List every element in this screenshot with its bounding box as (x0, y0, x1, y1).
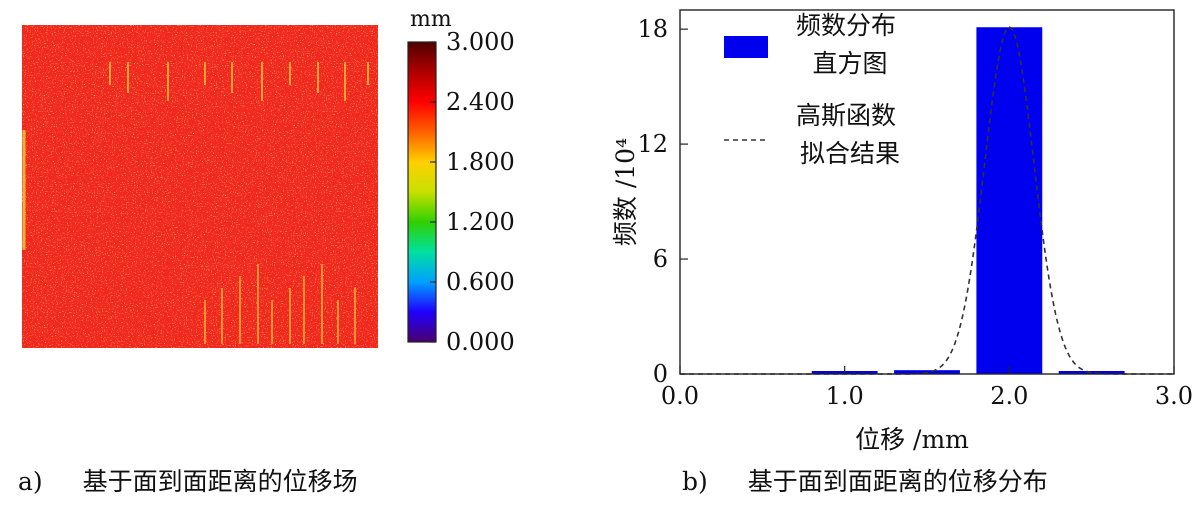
caption-a-text: 基于面到面距离的位移场 (82, 467, 358, 496)
y-tick-label: 6 (653, 245, 668, 273)
colorbar-tick-label: 1.200 (446, 208, 515, 236)
colorbar-tick-label: 0.000 (446, 328, 515, 356)
colorbar-gradient (407, 41, 437, 343)
colorbar-tick-label: 1.800 (446, 148, 515, 176)
x-tick-label: 3.0 (1155, 382, 1193, 410)
plot-frame (679, 9, 1175, 375)
gaussian-fit-curve (680, 26, 1174, 375)
caption-a-label: a) (18, 467, 43, 496)
y-tick-label: 0 (653, 360, 668, 388)
x-tick-label: 2.0 (990, 382, 1028, 410)
x-axis-ticks: 0.0 1.0 2.0 3.0 (661, 366, 1193, 410)
x-tick-label: 0.0 (661, 382, 699, 410)
displacement-field-panel (22, 25, 378, 348)
colorbar-tick-label: 2.400 (446, 88, 515, 116)
histogram-plot: 0.0 1.0 2.0 3.0 0 6 12 18 位移 /mm 频数 /10⁴ 频数分布 … (611, 9, 1193, 454)
field-streaks (22, 62, 369, 344)
histogram-bar (976, 27, 1043, 375)
field-speckle-texture (22, 25, 378, 348)
caption-b-text: 基于面到面距离的位移分布 (747, 467, 1048, 496)
legend: 频数分布 直方图 高斯函数 拟合结果 (724, 11, 904, 168)
colorbar: mm 3.000 2.400 1.800 1.200 0.600 0.000 (407, 7, 515, 356)
legend-fit-label: 高斯函数 拟合结果 (796, 101, 904, 168)
colorbar-unit-label: mm (410, 7, 452, 32)
histogram-bars (811, 27, 1125, 375)
x-tick-label: 1.0 (826, 382, 864, 410)
colorbar-tick-label: 0.600 (446, 268, 515, 296)
y-tick-label: 18 (637, 15, 668, 43)
colorbar-tick-label: 3.000 (446, 28, 515, 56)
x-axis-label: 位移 /mm (855, 425, 969, 454)
colorbar-ticks: 3.000 2.400 1.800 1.200 0.600 0.000 (430, 28, 515, 356)
histogram-bar (1058, 371, 1125, 374)
caption-b-label: b) (682, 467, 708, 496)
legend-bar-label: 频数分布 直方图 (796, 11, 904, 78)
y-tick-label: 12 (637, 130, 668, 158)
caption-panel-b: b) 基于面到面距离的位移分布 (682, 462, 1048, 498)
y-axis-ticks: 0 6 12 18 (637, 15, 688, 388)
legend-bar-swatch (724, 36, 768, 58)
y-axis-label: 频数 /10⁴ (611, 138, 640, 246)
caption-panel-a: a) 基于面到面距离的位移场 (18, 462, 358, 498)
